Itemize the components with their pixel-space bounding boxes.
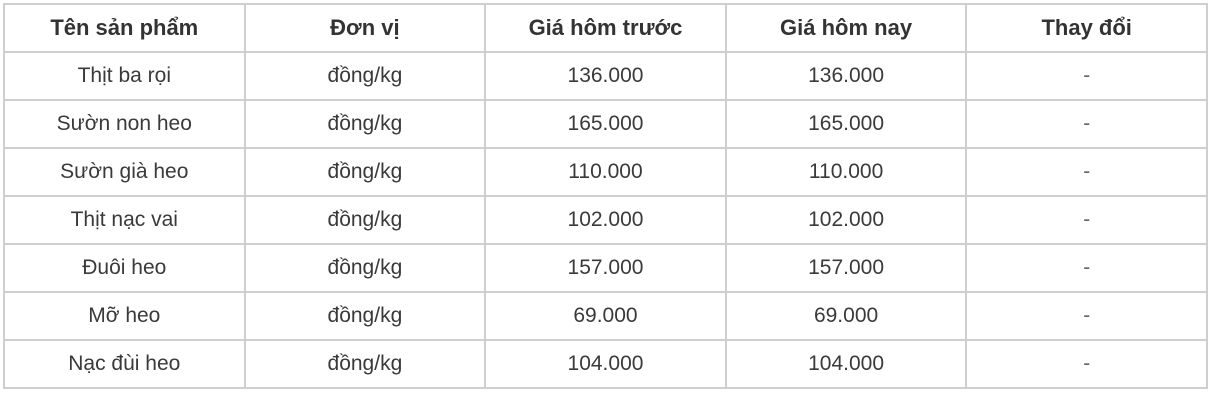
previous-price-cell: 69.000 [484,291,727,341]
today-price-cell: 110.000 [724,147,968,197]
unit-cell: đồng/kg [243,147,487,197]
previous-price-cell: 110.000 [484,147,727,197]
header-today-price: Giá hôm nay [724,3,968,53]
product-name-cell: Thịt nạc vai [3,195,246,245]
table-row: Đuôi heo đồng/kg 157.000 157.000- [3,243,1208,293]
table-row: Mỡ heo đồng/kg 69.000 69.000- [3,291,1208,341]
change-cell: - [965,147,1208,197]
table-row: Thịt ba rọi đồng/kg 136.000 136.000- [3,51,1208,101]
price-table: Tên sản phẩm Đơn vị Giá hôm trước Giá hô… [3,3,1208,389]
header-product-name: Tên sản phẩm [3,3,246,53]
header-change: Thay đổi [965,3,1208,53]
today-price-cell: 165.000 [724,99,968,149]
change-cell: - [965,51,1208,101]
table-row: Nạc đùi heo đồng/kg 104.000 104.000- [3,339,1208,389]
product-name-cell: Sườn non heo [3,99,246,149]
unit-cell: đồng/kg [243,243,487,293]
product-name-cell: Nạc đùi heo [3,339,246,389]
change-cell: - [965,291,1208,341]
product-name-cell: Thịt ba rọi [3,51,246,101]
change-cell: - [965,99,1208,149]
unit-cell: đồng/kg [243,291,487,341]
header-previous-price: Giá hôm trước [484,3,727,53]
product-name-cell: Mỡ heo [3,291,246,341]
today-price-cell: 136.000 [724,51,968,101]
header-unit: Đơn vị [243,3,487,53]
previous-price-cell: 165.000 [484,99,727,149]
change-cell: - [965,195,1208,245]
previous-price-cell: 157.000 [484,243,727,293]
unit-cell: đồng/kg [243,195,487,245]
unit-cell: đồng/kg [243,99,487,149]
today-price-cell: 102.000 [724,195,968,245]
today-price-cell: 157.000 [724,243,968,293]
previous-price-cell: 102.000 [484,195,727,245]
previous-price-cell: 104.000 [484,339,727,389]
change-cell: - [965,243,1208,293]
unit-cell: đồng/kg [243,339,487,389]
table-row: Sườn già heo đồng/kg 110.000 110.000- [3,147,1208,197]
product-name-cell: Đuôi heo [3,243,246,293]
previous-price-cell: 136.000 [484,51,727,101]
table-row: Sườn non heo đồng/kg 165.000 165.000- [3,99,1208,149]
header-row: Tên sản phẩm Đơn vị Giá hôm trước Giá hô… [3,3,1208,53]
unit-cell: đồng/kg [243,51,487,101]
change-cell: - [965,339,1208,389]
product-name-cell: Sườn già heo [3,147,246,197]
today-price-cell: 69.000 [724,291,968,341]
table-row: Thịt nạc vai đồng/kg 102.000 102.000- [3,195,1208,245]
today-price-cell: 104.000 [724,339,968,389]
